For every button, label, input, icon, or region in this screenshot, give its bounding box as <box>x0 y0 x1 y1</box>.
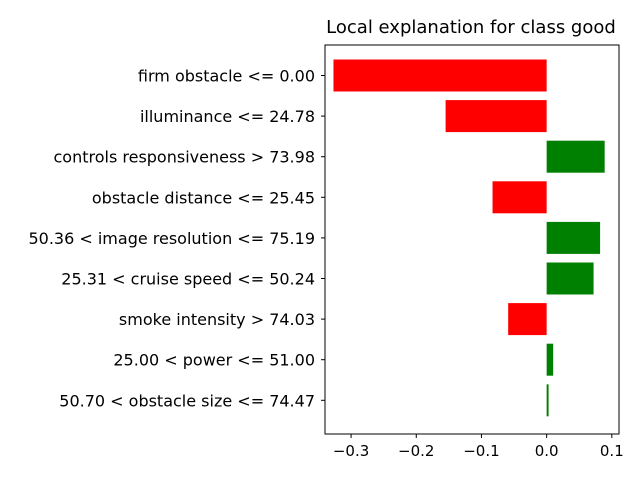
x-tick-label: −0.1 <box>463 442 499 460</box>
y-tick-label: controls responsiveness > 73.98 <box>53 148 315 167</box>
y-tick-label: 25.00 < power <= 51.00 <box>113 351 315 370</box>
bar-7 <box>508 303 547 336</box>
y-tick-label: obstacle distance <= 25.45 <box>92 188 315 207</box>
bar-6 <box>546 262 594 295</box>
bar-1 <box>333 59 547 92</box>
bar-5 <box>546 221 601 254</box>
axes-frame <box>324 44 620 435</box>
y-tick-label: firm obstacle <= 0.00 <box>138 67 315 86</box>
x-tick-label: 0.0 <box>535 442 559 460</box>
x-axis-ticks: −0.3 −0.2 −0.1 0.0 0.1 <box>333 434 624 460</box>
y-tick-label: 50.70 < obstacle size <= 74.47 <box>59 391 315 410</box>
bar-4 <box>492 181 547 214</box>
bar-3 <box>546 140 605 173</box>
bars-group <box>333 59 605 417</box>
y-tick-labels: firm obstacle <= 0.00 illuminance <= 24.7… <box>28 67 325 410</box>
chart-title: Local explanation for class good <box>326 17 616 38</box>
y-tick-label: 25.31 < cruise speed <= 50.24 <box>61 270 315 289</box>
bar-8 <box>546 343 554 376</box>
x-tick-label: −0.3 <box>333 442 369 460</box>
y-tick-label: 50.36 < image resolution <= 75.19 <box>28 229 315 248</box>
bar-2 <box>445 100 547 133</box>
y-tick-label: smoke intensity > 74.03 <box>119 310 315 329</box>
x-tick-label: 0.1 <box>600 442 624 460</box>
x-tick-label: −0.2 <box>398 442 434 460</box>
bar-9 <box>546 384 549 417</box>
y-tick-label: illuminance <= 24.78 <box>140 107 315 126</box>
